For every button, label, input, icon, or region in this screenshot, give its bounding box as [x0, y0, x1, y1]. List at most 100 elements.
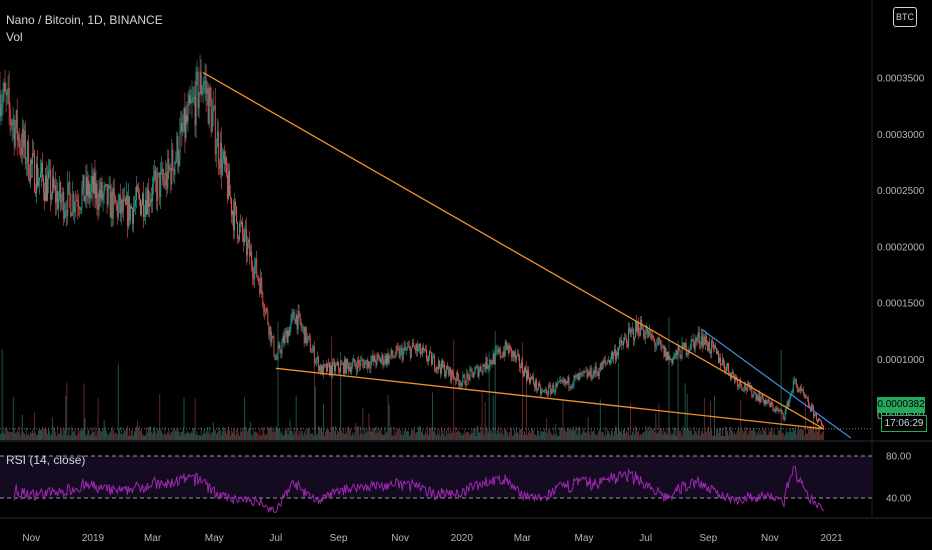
volume-bar	[499, 427, 501, 440]
candle-body	[670, 358, 672, 360]
candle-body	[823, 426, 825, 429]
candle-body	[409, 346, 411, 358]
candle-body	[506, 345, 508, 350]
candle-body	[330, 365, 331, 375]
candle-body	[124, 198, 126, 205]
volume-bar	[639, 435, 641, 440]
volume-bar	[394, 435, 396, 440]
trendlines[interactable]	[202, 72, 852, 439]
candle-body	[422, 347, 423, 353]
candle-body	[761, 394, 763, 399]
volume-bar	[530, 433, 532, 440]
candle-body	[114, 195, 116, 203]
volume-bar	[93, 432, 95, 440]
volume-bar	[588, 431, 590, 440]
volume-bar	[528, 431, 529, 440]
volume-bar	[608, 432, 610, 440]
volume-bar	[543, 431, 545, 440]
volume-bar	[647, 427, 649, 440]
candle-body	[204, 80, 206, 83]
volume-bar	[501, 430, 503, 440]
candle-body	[778, 410, 780, 412]
volume-bar	[742, 430, 744, 440]
volume-bar	[498, 432, 500, 440]
candle-body	[657, 338, 659, 345]
candle-body	[413, 346, 415, 348]
volume-bar	[12, 396, 14, 440]
volume-legend[interactable]: Vol	[6, 30, 23, 44]
candle-body	[820, 419, 822, 421]
volume-bar	[313, 355, 315, 440]
currency-button[interactable]: BTC	[893, 7, 917, 27]
volume-bar	[112, 429, 114, 440]
volume-bar	[284, 430, 286, 440]
volume-bar	[294, 432, 296, 440]
candle-body	[42, 163, 43, 178]
volume-bar	[715, 435, 716, 440]
volume-bar	[216, 432, 218, 440]
candle-body	[454, 378, 456, 380]
volume-bar	[702, 433, 704, 440]
volume-bar	[108, 433, 110, 440]
candle-body	[200, 71, 202, 95]
volume-bar	[300, 427, 302, 440]
volume-bar	[22, 431, 24, 440]
trendline[interactable]	[202, 72, 824, 430]
candle-body	[446, 365, 448, 374]
volume-bar	[821, 432, 823, 440]
candle-body	[532, 376, 534, 379]
trendline[interactable]	[700, 328, 852, 439]
symbol-title[interactable]: Nano / Bitcoin, 1D, BINANCE	[6, 13, 163, 27]
candle-body	[111, 192, 113, 219]
volume-bar	[640, 434, 642, 440]
price-tick-label: 0.0002500	[877, 186, 925, 197]
volume-bar	[812, 428, 813, 440]
volume-bar	[319, 429, 321, 440]
candle-body	[360, 360, 362, 367]
candle-body	[10, 121, 12, 126]
candle-body	[681, 343, 683, 359]
candle-body	[498, 348, 500, 353]
volume-bar	[119, 434, 121, 440]
candle-body	[367, 361, 369, 369]
volume-bar	[264, 434, 266, 440]
candle-body	[533, 376, 535, 384]
volume-bar	[277, 321, 279, 440]
volume-bar	[686, 394, 688, 440]
volume-bar	[495, 434, 497, 440]
volume-bar	[601, 431, 603, 440]
candle-body	[661, 344, 663, 348]
volume-bar	[224, 430, 226, 440]
volume-bar	[113, 433, 115, 440]
volume-bar	[378, 428, 380, 440]
rsi-legend[interactable]: RSI (14, close)	[6, 453, 86, 467]
volume-bar	[345, 430, 347, 440]
volume-bar	[361, 433, 363, 440]
price-axis[interactable]: 0.00005000.00010000.00015000.00020000.00…	[877, 74, 925, 505]
candle-body	[239, 223, 241, 240]
volume-bar	[738, 426, 740, 440]
time-tick-label: May	[205, 533, 224, 544]
volume-bar	[555, 423, 557, 440]
candle-body	[156, 179, 158, 201]
candle-body	[73, 193, 75, 212]
volume-bar	[244, 396, 246, 440]
trendline[interactable]	[275, 367, 824, 430]
candle-body	[787, 401, 789, 407]
candle-body	[791, 392, 793, 394]
candle-body	[199, 71, 201, 94]
volume-bar	[615, 426, 616, 440]
candle-body	[465, 384, 467, 386]
time-axis[interactable]: Nov 2019 Mar May Jul Sep Nov 2020 Mar May Jul Sep No…	[22, 533, 843, 544]
candle-body	[211, 112, 213, 133]
volume-bar	[382, 433, 384, 440]
volume-bar	[542, 431, 544, 440]
volume-bar	[335, 426, 337, 440]
volume-bar	[324, 435, 325, 440]
candle-body	[187, 105, 189, 122]
candle-body	[463, 375, 465, 377]
volume-bar	[30, 432, 32, 440]
candle-body	[36, 163, 37, 194]
candle-body	[31, 153, 33, 165]
